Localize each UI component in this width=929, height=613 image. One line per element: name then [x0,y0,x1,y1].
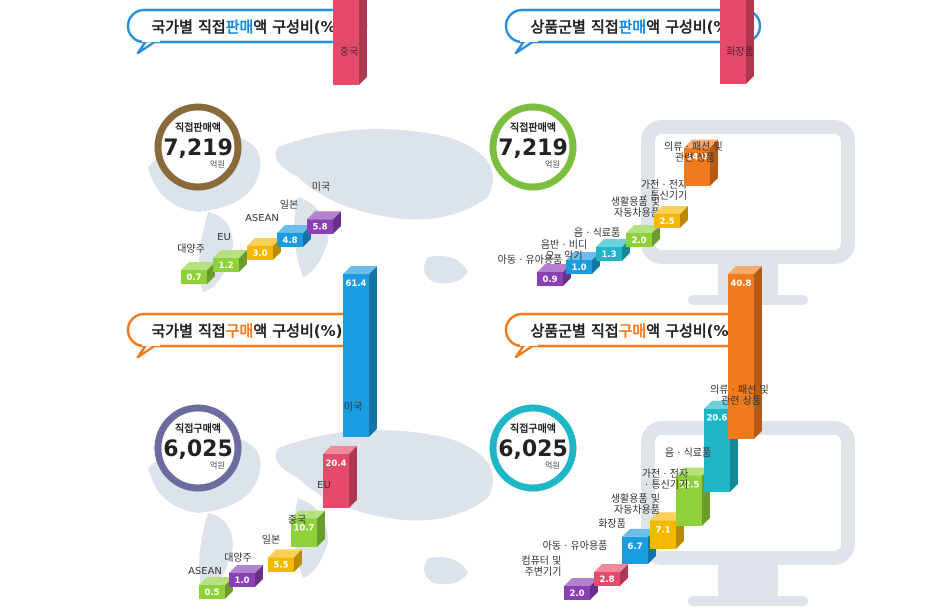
bar [343,266,377,437]
bar [676,467,710,526]
bar-value-label: 7.1 [655,525,670,535]
bar-value-label: 1.0 [571,263,586,273]
total-value: 6,025 [498,437,568,462]
bar-value-label: 20.4 [326,459,347,469]
chart-title-text: 국가별 직접구매액 구성비(%) [151,322,342,340]
bar [728,266,762,439]
bar-value-label: 2.5 [659,217,674,227]
category-label: 미국 [344,401,362,413]
bar-value-label: 14.0 [687,153,708,163]
bar-value-label: 61.4 [346,279,367,289]
total-value: 7,219 [163,136,233,161]
total-caption: 직접구매액 [175,422,221,435]
bar [654,206,688,228]
bar [268,549,302,572]
bar-value-label: 0.9 [542,275,557,285]
category-label: 음 · 식료품 [574,227,620,239]
bar-value-label: 0.7 [186,273,201,283]
category-label: 컴퓨터 및 주변기기 [521,555,564,578]
total-unit: 억원 [545,159,560,169]
category-label: ASEAN [188,566,222,577]
chart-title-text: 국가별 직접판매액 구성비(%) [151,18,342,36]
total-unit: 억원 [210,460,225,470]
category-label: 의류 · 패션 및 관련 상품 [710,384,772,407]
chart-title: 상품군별 직접판매액 구성비(%) [504,8,762,55]
category-label: EU [217,232,231,243]
bar-value-label: 12.5 [679,480,700,490]
total-value: 6,025 [163,437,233,462]
chart-title-text: 상품군별 직접판매액 구성비(%) [531,18,736,36]
bar-value-label: 2.0 [569,589,584,599]
chart-title: 국가별 직접판매액 구성비(%) [126,8,368,55]
bar-value-label: 2.8 [599,575,614,585]
total-caption: 직접판매액 [175,121,221,134]
bar [684,139,718,186]
total-unit: 억원 [545,460,560,470]
total-caption: 직접판매액 [510,121,556,134]
category-label: 가전 · 전자 · 통신기기 [641,179,687,202]
bar [594,564,628,586]
category-label: 중국 [288,514,306,526]
category-label: EU [317,480,331,491]
chart-title: 상품군별 직접구매액 구성비(%) [504,312,762,359]
bar [229,565,263,587]
category-label: 화장품 [598,518,626,530]
category-label: 생활용품 및 자동차용품 [611,195,663,219]
bar-value-label: 3.0 [252,249,267,259]
bar [291,510,325,547]
bar [596,239,630,261]
total-unit: 억원 [210,159,225,169]
category-label: 음 · 식료품 [665,447,711,459]
category-label: ASEAN [245,213,279,224]
category-label: 대양주 [177,243,205,255]
bar-value-label: 6.7 [627,542,642,552]
bar [720,0,754,84]
bar [537,264,571,286]
category-label: 대양주 [224,552,252,564]
bar-value-label: 1.2 [218,261,233,271]
category-label: 일본 [280,199,298,211]
category-label: 화장품 [726,46,754,58]
category-label: 음반 · 비디 오 · 악기 [541,239,587,262]
chart-title: 국가별 직접구매액 구성비(%) [126,312,368,359]
bar-value-label: 4.8 [282,236,297,246]
bar [333,0,367,85]
category-label: 미국 [312,181,330,193]
chart-title-text: 상품군별 직접구매액 구성비(%) [531,322,736,340]
total-value: 7,219 [498,136,568,161]
bar [277,225,311,247]
bar [199,577,233,599]
bar-value-label: 40.8 [731,279,752,289]
bar-value-label: 5.8 [312,223,327,233]
total-caption: 직접구매액 [510,422,556,435]
category-label: 의류 · 패션 및 관련 상품 [664,141,726,164]
bar-value-label: 5.5 [273,561,288,571]
bar-value-label: 2.0 [631,236,646,246]
bar [307,211,341,234]
bar-value-label: 1.0 [234,576,249,586]
category-label: 일본 [262,534,280,546]
bar-value-label: 0.5 [204,588,219,598]
category-label: 생활용품 및 자동차용품 [611,492,663,516]
bar-value-label: 10.7 [294,524,315,534]
category-label: 가전 · 전자 · 통신기기 [642,468,688,491]
category-label: 아동 · 유아용품 [498,254,563,266]
bar [213,250,247,272]
bar-value-label: 20.6 [707,414,728,424]
category-label: 아동 · 유아용품 [543,540,608,552]
bar-value-label: 1.3 [601,250,616,260]
bar [323,445,357,508]
bar [626,225,660,247]
category-label: 중국 [340,46,358,58]
